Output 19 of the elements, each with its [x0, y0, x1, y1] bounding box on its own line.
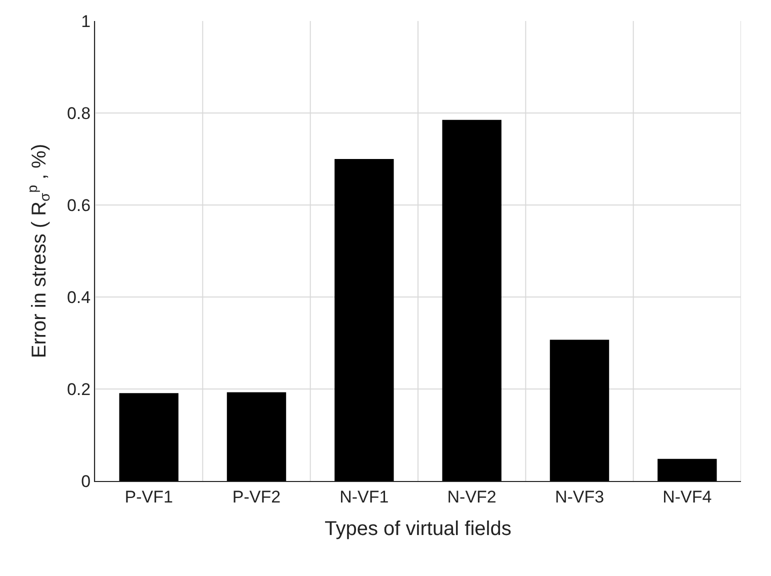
bar — [226, 392, 286, 481]
x-tick-label: N-VF2 — [447, 487, 496, 506]
y-tick-label: 0.4 — [66, 288, 91, 307]
x-tick-label: P-VF1 — [124, 487, 173, 506]
x-tick-label: N-VF4 — [662, 487, 712, 506]
bar — [550, 340, 610, 481]
y-tick-label: 0.2 — [66, 380, 91, 399]
x-tick-label: N-VF3 — [554, 487, 604, 506]
y-tick-label: 0 — [81, 472, 91, 491]
y-tick-label: 0.8 — [66, 104, 91, 123]
x-tick-label: N-VF1 — [340, 487, 389, 506]
y-tick-label: 0.6 — [66, 196, 91, 215]
bar — [658, 458, 717, 481]
y-tick-label: 1 — [81, 12, 91, 31]
x-axis-title: Types of virtual fields — [324, 518, 512, 540]
bar — [119, 393, 178, 481]
x-tick-label: P-VF2 — [232, 487, 281, 506]
bar — [442, 120, 502, 481]
bar — [334, 159, 394, 481]
